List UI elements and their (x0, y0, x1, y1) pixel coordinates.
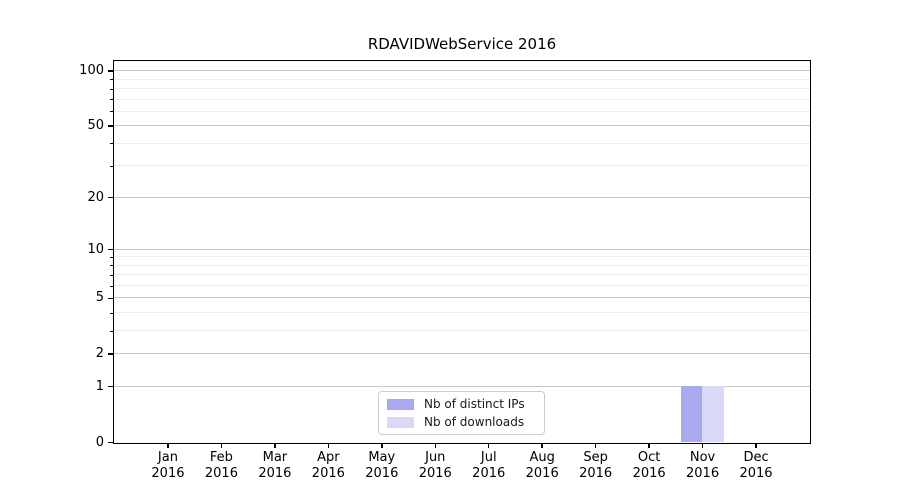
gridlines-layer (114, 61, 810, 443)
gridline-minor (114, 78, 810, 80)
gridline-major (114, 385, 810, 387)
legend-label-distinct-ips: Nb of distinct IPs (424, 397, 525, 411)
bar-nb-of-downloads (702, 386, 724, 442)
y-minor-tick (110, 330, 113, 332)
gridline-minor (114, 329, 810, 331)
y-minor-tick (110, 274, 113, 276)
x-tick-label: May 2016 (365, 450, 399, 481)
y-tick-label: 50 (87, 118, 104, 134)
y-tick (108, 441, 113, 444)
gridline-minor (114, 87, 810, 89)
x-tick (701, 442, 704, 448)
gridline-major (114, 70, 810, 72)
legend-item-downloads: Nb of downloads (387, 415, 544, 429)
legend-swatch-downloads (387, 416, 414, 428)
y-tick-label: 100 (79, 63, 104, 79)
y-tick (108, 297, 113, 300)
gridline-minor (114, 98, 810, 100)
gridline-minor (114, 312, 810, 314)
bars-layer (114, 61, 810, 443)
x-tick (381, 442, 383, 448)
legend: Nb of distinct IPs Nb of downloads (378, 391, 545, 435)
x-tick (487, 442, 490, 448)
x-tick-label: Jun 2016 (418, 450, 452, 481)
y-tick (108, 70, 113, 72)
x-tick (541, 442, 543, 448)
gridline-major (114, 248, 810, 250)
x-tick (167, 442, 169, 448)
x-tick-label: Mar 2016 (258, 450, 292, 481)
y-tick-label: 2 (95, 346, 104, 362)
y-tick-label: 0 (95, 434, 104, 450)
gridline-minor (114, 256, 810, 258)
gridline-minor (114, 142, 810, 144)
x-tick-label: Jul 2016 (472, 450, 506, 481)
x-tick-label: Feb 2016 (204, 450, 238, 481)
bar-nb-of-distinct-ips (680, 386, 703, 442)
y-tick (108, 125, 113, 127)
x-tick (755, 442, 757, 448)
x-tick (274, 442, 276, 448)
gridline-major (114, 125, 810, 127)
y-minor-tick (110, 165, 113, 167)
gridline-minor (114, 274, 810, 276)
x-tick-label: Dec 2016 (739, 450, 773, 481)
x-tick-label: Sep 2016 (579, 450, 613, 481)
y-minor-tick (110, 79, 113, 81)
x-tick-label: Nov 2016 (686, 450, 720, 481)
gridline-major (114, 297, 810, 299)
y-minor-tick (110, 88, 113, 90)
y-tick-label: 20 (87, 189, 104, 205)
y-tick-label: 10 (87, 241, 104, 257)
chart-title: RDAVIDWebService 2016 (367, 35, 557, 53)
gridline-minor (114, 284, 810, 286)
y-tick (108, 353, 113, 355)
y-minor-tick (110, 111, 113, 113)
x-tick (327, 442, 330, 448)
gridline-minor (114, 264, 810, 266)
y-minor-tick (110, 285, 113, 287)
legend-label-downloads: Nb of downloads (424, 415, 525, 429)
x-tick (648, 442, 650, 448)
x-tick (220, 442, 223, 448)
x-tick-label: Apr 2016 (311, 450, 345, 481)
legend-swatch-distinct-ips (387, 398, 414, 410)
y-tick (108, 248, 113, 251)
gridline-major (114, 353, 810, 355)
gridline-minor (114, 165, 810, 167)
y-minor-tick (110, 143, 113, 145)
y-tick (108, 196, 113, 199)
legend-item-distinct-ips: Nb of distinct IPs (387, 397, 544, 411)
x-tick-label: Aug 2016 (525, 450, 559, 481)
gridline-major (114, 196, 810, 198)
y-minor-tick (110, 265, 113, 267)
y-tick (108, 385, 113, 388)
y-minor-tick (110, 99, 113, 100)
y-minor-tick (110, 312, 113, 314)
x-tick (434, 442, 437, 448)
gridline-minor (114, 110, 810, 112)
x-tick-label: Jan 2016 (151, 450, 185, 481)
x-tick (594, 442, 597, 448)
y-minor-tick (110, 256, 113, 258)
x-tick-label: Oct 2016 (632, 450, 666, 481)
y-tick-label: 1 (95, 378, 104, 394)
y-tick-label: 5 (95, 290, 104, 306)
plot-area (113, 60, 811, 444)
